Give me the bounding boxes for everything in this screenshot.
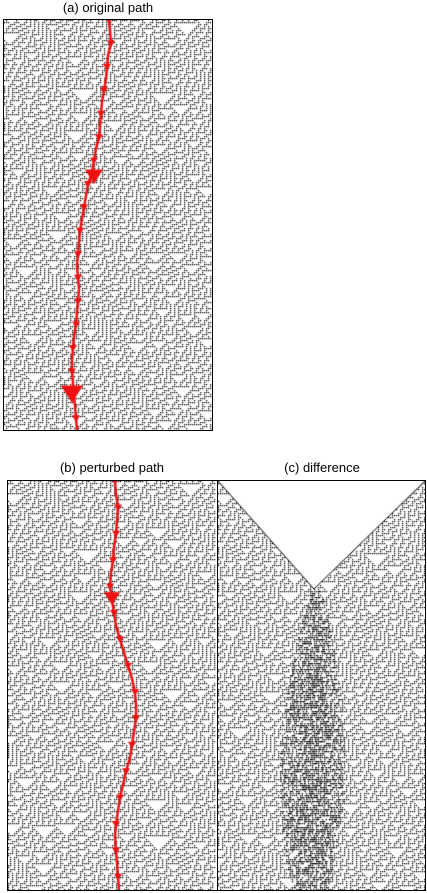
perturbed-path-automaton-image (8, 481, 217, 890)
caption-difference: (c) difference (284, 460, 360, 475)
panel-perturbed-path (7, 480, 218, 891)
original-path-automaton-image (4, 20, 212, 430)
panel-original-path (3, 19, 213, 431)
difference-automaton-image (218, 481, 425, 890)
panel-difference (217, 480, 426, 891)
caption-original-path: (a) original path (62, 0, 154, 15)
caption-perturbed-path: (b) perturbed path (59, 460, 165, 475)
